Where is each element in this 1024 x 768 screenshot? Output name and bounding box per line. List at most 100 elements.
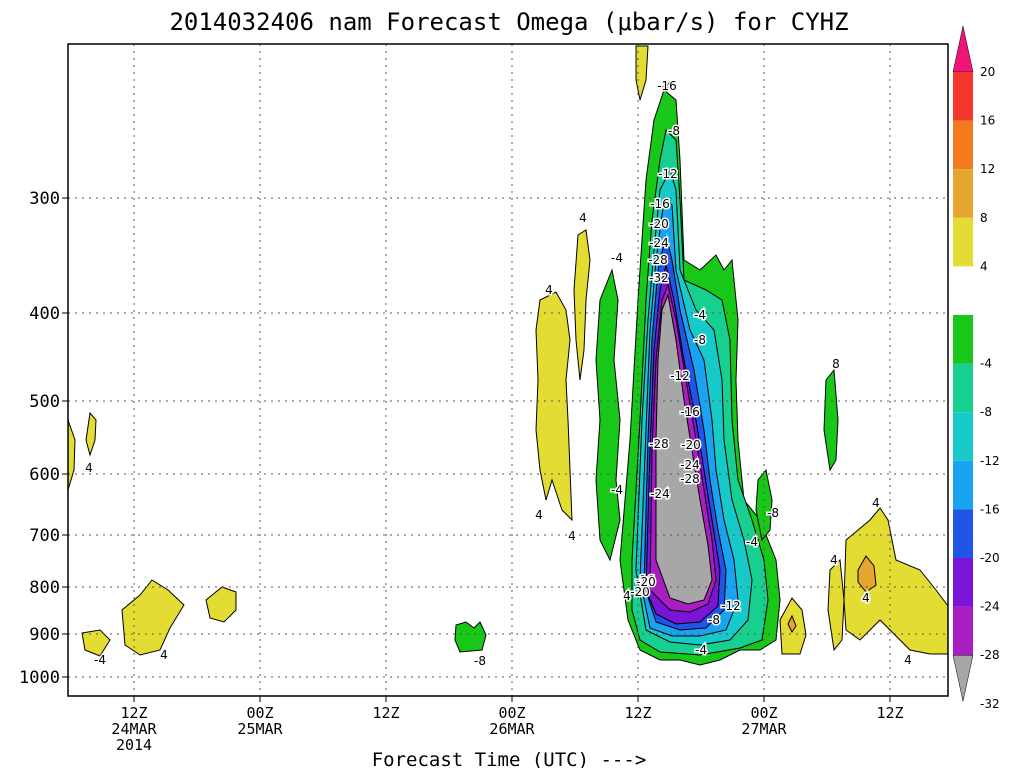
- contour-label: 4: [872, 496, 880, 510]
- x-tick-label: 00Z: [498, 704, 525, 722]
- contour-fill-positive: [81, 629, 111, 657]
- contour-fills: [67, 45, 949, 666]
- colorbar-label: 12: [980, 162, 995, 176]
- contour-label: -16: [680, 405, 700, 419]
- contour-label: -8: [474, 654, 486, 668]
- contour-label: 4: [85, 461, 93, 475]
- contour-label: -4: [611, 251, 623, 265]
- x-tick-label: 12Z: [372, 704, 399, 722]
- contour-label: -8: [694, 333, 706, 347]
- contour-label: -4: [694, 308, 706, 322]
- y-tick-label: 600: [29, 465, 60, 485]
- contour-fill-negative: [823, 368, 839, 472]
- contour-label: -24: [680, 458, 700, 472]
- colorbar-swatch: [953, 460, 973, 510]
- contour-fill-positive: [787, 614, 797, 633]
- contour-label: -28: [648, 253, 668, 267]
- colorbar-label: -28: [980, 648, 1000, 662]
- y-tick-label: 300: [29, 189, 60, 209]
- contour-label: -4: [611, 483, 623, 497]
- contour-fill-negative: [595, 268, 621, 562]
- contour-label: 4: [904, 653, 912, 667]
- contour-label: 4: [568, 529, 576, 543]
- contour-label: 4: [830, 553, 838, 567]
- contour-fill-positive: [573, 229, 591, 381]
- colorbar: 20 16 12 8 4 -4 -8 -12 -16 -20 -24 -28 -32: [952, 25, 1000, 711]
- y-tick-label: 700: [29, 526, 60, 546]
- chart-title: 2014032406 nam Forecast Omega (μbar/s) f…: [169, 8, 848, 36]
- x-tick-label: 12Z: [624, 704, 651, 722]
- colorbar-label: -12: [980, 454, 1000, 468]
- x-axis-label: Forecast Time (UTC) --->: [372, 749, 647, 768]
- x-tick-label: 12Z: [876, 704, 903, 722]
- colorbar-swatch: [953, 412, 973, 461]
- colorbar-label: 16: [980, 114, 995, 128]
- colorbar-label: 8: [980, 211, 988, 225]
- x-tick-label: 00Z: [750, 704, 777, 722]
- contour-label: 4: [579, 211, 587, 225]
- contour-label: -8: [708, 613, 720, 627]
- y-axis: 300 400 500 600 700 800 900 1000: [19, 189, 68, 688]
- colorbar-swatch: [953, 558, 973, 607]
- contour-label: -4: [94, 653, 106, 667]
- x-tick-label: 24MAR: [111, 720, 157, 738]
- colorbar-arrow-bottom: [952, 654, 974, 702]
- colorbar-label: -4: [980, 357, 992, 371]
- colorbar-label: -20: [980, 551, 1000, 565]
- contour-fill-positive: [635, 45, 649, 101]
- contour-label: -12: [658, 167, 678, 181]
- contour-label: -20: [636, 575, 656, 589]
- contour-label: -16: [650, 197, 670, 211]
- colorbar-swatch: [953, 169, 973, 218]
- contour-labels: -4-8-12-16-20-24-28-32-4-8-12-16-20-24-2…: [84, 78, 914, 670]
- colorbar-label: -16: [980, 502, 1000, 516]
- contour-label: -24: [649, 236, 669, 250]
- contour-label: -12: [721, 599, 741, 613]
- contour-label: -28: [649, 437, 669, 451]
- contour-fill-positive: [535, 291, 573, 522]
- colorbar-swatch: [953, 72, 973, 121]
- y-tick-label: 400: [29, 304, 60, 324]
- contour-label: -12: [670, 369, 690, 383]
- colorbar-label: -32: [980, 697, 1000, 711]
- colorbar-swatch: [953, 266, 973, 315]
- contour-label: -4: [695, 643, 707, 657]
- contour-label: -16: [635, 573, 655, 587]
- contour-label: -32: [649, 271, 669, 285]
- contour-label: 4: [535, 508, 543, 522]
- y-tick-label: 500: [29, 392, 60, 412]
- contour-label: -8: [668, 124, 680, 138]
- contour-label: -4: [661, 79, 673, 93]
- contour-label: 4: [623, 589, 631, 603]
- x-tick-label: 26MAR: [489, 720, 535, 738]
- contour-label: 4: [862, 591, 870, 605]
- x-tick-label: 25MAR: [237, 720, 283, 738]
- y-tick-label: 800: [29, 578, 60, 598]
- contour-label: 4: [160, 648, 168, 662]
- contour-fill-positive: [85, 411, 97, 457]
- x-tick-label: 2014: [116, 736, 152, 754]
- y-tick-label: 1000: [19, 668, 60, 688]
- colorbar-swatch: [953, 217, 973, 267]
- contour-fill-positive: [827, 558, 845, 652]
- x-tick-label: 00Z: [246, 704, 273, 722]
- contour-label: -20: [630, 585, 650, 599]
- colorbar-label: 4: [980, 259, 988, 273]
- contour-fill-negative: [454, 621, 487, 653]
- colorbar-swatch: [953, 606, 973, 656]
- plot-area: -4-8-12-16-20-24-28-32-4-8-12-16-20-24-2…: [67, 43, 949, 697]
- colorbar-swatch: [953, 363, 973, 413]
- contour-label: -16: [657, 79, 677, 93]
- contour-fill-negative: [655, 293, 713, 605]
- contour-label: -8: [767, 506, 779, 520]
- x-tick-label: 12Z: [120, 704, 147, 722]
- contour-label: -20: [649, 217, 669, 231]
- contour-label: -4: [746, 535, 758, 549]
- contour-label: -28: [680, 472, 700, 486]
- contour-label: -20: [681, 438, 701, 452]
- contour-label: 4: [545, 283, 553, 297]
- colorbar-label: 20: [980, 65, 995, 79]
- colorbar-arrow-top: [952, 25, 974, 73]
- colorbar-swatch: [953, 315, 973, 364]
- x-tick-label: 27MAR: [741, 720, 787, 738]
